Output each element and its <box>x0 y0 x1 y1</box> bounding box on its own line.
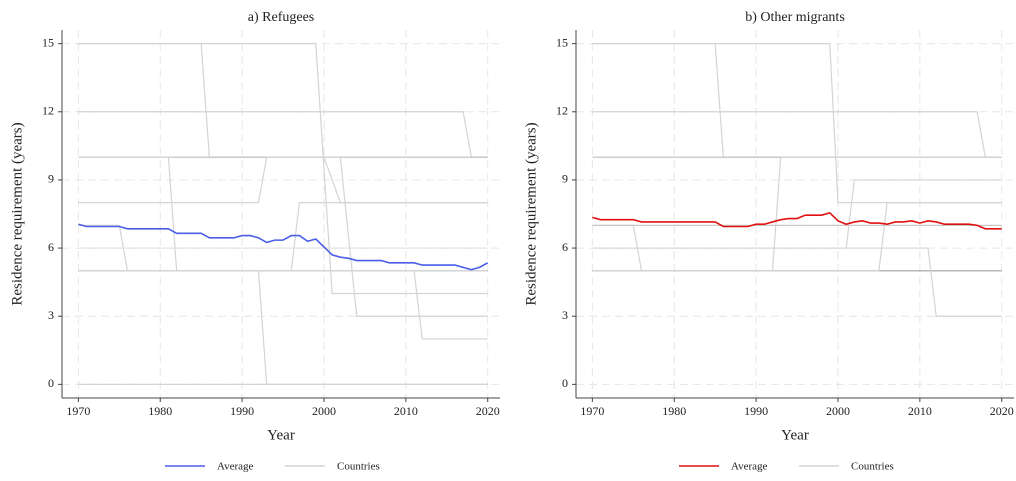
y-tick-label: 3 <box>48 308 54 322</box>
x-tick-label: 1980 <box>662 404 686 418</box>
country-line <box>78 202 488 272</box>
y-tick-label: 6 <box>48 240 54 254</box>
country-line <box>78 156 488 317</box>
x-tick-label: 2020 <box>990 404 1014 418</box>
y-tick-label: 3 <box>562 308 568 322</box>
x-tick-label: 2000 <box>312 404 336 418</box>
country-line <box>592 111 1002 158</box>
legend-label: Average <box>217 461 254 473</box>
y-tick-label: 9 <box>562 172 568 186</box>
y-tick-label: 0 <box>562 376 568 390</box>
x-tick-label: 1990 <box>230 404 254 418</box>
panel-title: a) Refugees <box>248 10 314 25</box>
x-tick-label: 1980 <box>148 404 172 418</box>
y-axis-label: Residence requirement (years) <box>523 122 539 305</box>
x-tick-label: 2010 <box>394 404 418 418</box>
y-tick-label: 12 <box>42 104 54 118</box>
country-line <box>78 156 488 272</box>
y-tick-label: 9 <box>48 172 54 186</box>
country-line <box>78 43 488 204</box>
country-line <box>592 202 1002 272</box>
y-tick-label: 6 <box>562 240 568 254</box>
y-tick-label: 0 <box>48 376 54 390</box>
x-axis-label: Year <box>267 427 295 443</box>
panel: b) Other migrants 0 3 6 9 12 15 1970 1980 1990 200… <box>523 10 1014 473</box>
country-line <box>592 179 1002 249</box>
country-line <box>78 43 488 295</box>
legend-label: Countries <box>851 461 894 473</box>
y-tick-label: 15 <box>42 35 54 49</box>
x-tick-label: 2000 <box>826 404 850 418</box>
panel-title: b) Other migrants <box>745 10 845 25</box>
country-line <box>78 270 488 385</box>
average-line <box>78 223 489 271</box>
average-line <box>592 211 1002 230</box>
country-line <box>78 111 488 158</box>
country-line <box>78 270 488 340</box>
legend-label: Average <box>731 461 768 473</box>
country-line <box>592 156 1002 272</box>
y-tick-label: 12 <box>556 104 568 118</box>
x-tick-label: 2010 <box>908 404 932 418</box>
x-axis-label: Year <box>781 427 809 443</box>
x-tick-label: 2020 <box>476 404 500 418</box>
country-line <box>592 43 1002 204</box>
legend-label: Countries <box>337 461 380 473</box>
country-line <box>592 247 1002 317</box>
x-tick-label: 1970 <box>580 404 604 418</box>
y-tick-label: 15 <box>556 35 568 49</box>
x-tick-label: 1970 <box>66 404 90 418</box>
y-axis-label: Residence requirement (years) <box>9 122 25 305</box>
x-tick-label: 1990 <box>744 404 768 418</box>
country-line <box>592 43 1002 158</box>
panel: a) Refugees 0 3 6 9 12 15 1970 1980 1990 2000 2010 2… <box>9 10 500 473</box>
